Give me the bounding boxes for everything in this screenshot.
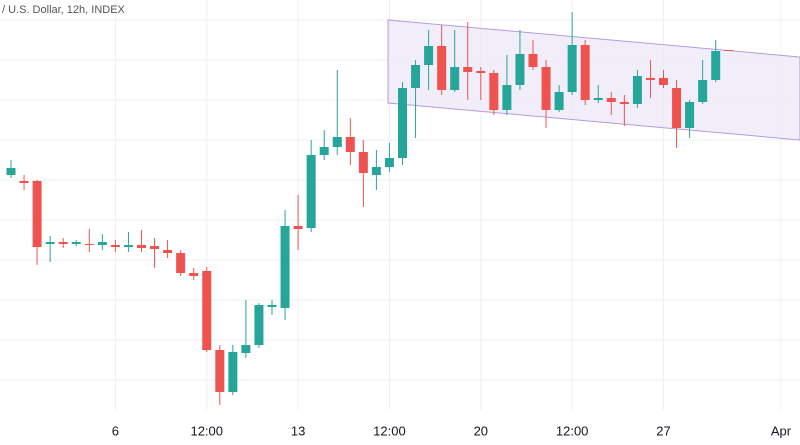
candle-body [215,350,225,392]
candle-body [71,242,81,244]
x-tick-label: 6 [112,423,119,438]
candle-body [110,245,120,247]
candle-body [698,80,708,102]
candle-body [619,102,629,104]
candle-body [463,67,473,72]
channel-drawing [387,19,800,141]
candle-body [632,76,642,104]
candle-body [137,245,146,248]
candle-body [202,271,212,350]
candle-body [45,242,55,244]
candle-body [502,85,512,110]
candle-body [6,168,16,175]
candle-body [189,273,199,276]
candle-body [489,73,499,110]
candle-body [241,345,251,353]
candle-body [476,71,486,73]
candle-body [228,352,238,392]
candle-body [528,54,538,67]
candle-body [411,65,421,88]
candle-body [280,226,290,308]
candle-body [645,78,655,80]
x-tick-label: 12:00 [190,423,223,438]
candle-body [84,244,94,245]
x-tick-label: 12:00 [556,423,589,438]
candle-body [150,246,160,249]
candle-body [58,242,68,244]
candle-body [554,92,564,110]
x-tick-label: 13 [291,423,305,438]
candle-body [97,242,107,245]
candle-body [319,147,329,155]
candle-body [267,305,277,307]
chart-title: / U.S. Dollar, 12h, INDEX [2,4,126,16]
candle-body [371,167,381,175]
candle-body [724,50,734,51]
candle-body [567,45,577,92]
candle-body [398,88,407,158]
candle-body [293,226,303,229]
x-tick-label: 12:00 [373,423,406,438]
candle-body [593,98,603,100]
candle-body [437,46,447,90]
candle-body [19,181,29,183]
x-tick-label: 20 [474,423,488,438]
candle-body [606,98,616,102]
candle-body [345,137,355,152]
candle-body [659,78,668,85]
candle-body [424,46,434,65]
candle-body [580,45,590,100]
candle-body [123,245,133,247]
candle-body [163,250,173,253]
candle-body [711,51,721,80]
candle-body [32,181,42,247]
candle-body [541,67,551,110]
candle-body [358,152,368,173]
candle-body [176,253,186,273]
x-tick-label: Apr [771,423,792,438]
candle-body [254,305,264,345]
candle-body [450,67,460,90]
candle-body [515,54,525,85]
candle-body [332,137,342,147]
candle-body [685,102,695,128]
candle-body [384,158,394,167]
x-tick-label: 27 [656,423,670,438]
candle-body [306,155,316,228]
candle-body [672,88,682,128]
